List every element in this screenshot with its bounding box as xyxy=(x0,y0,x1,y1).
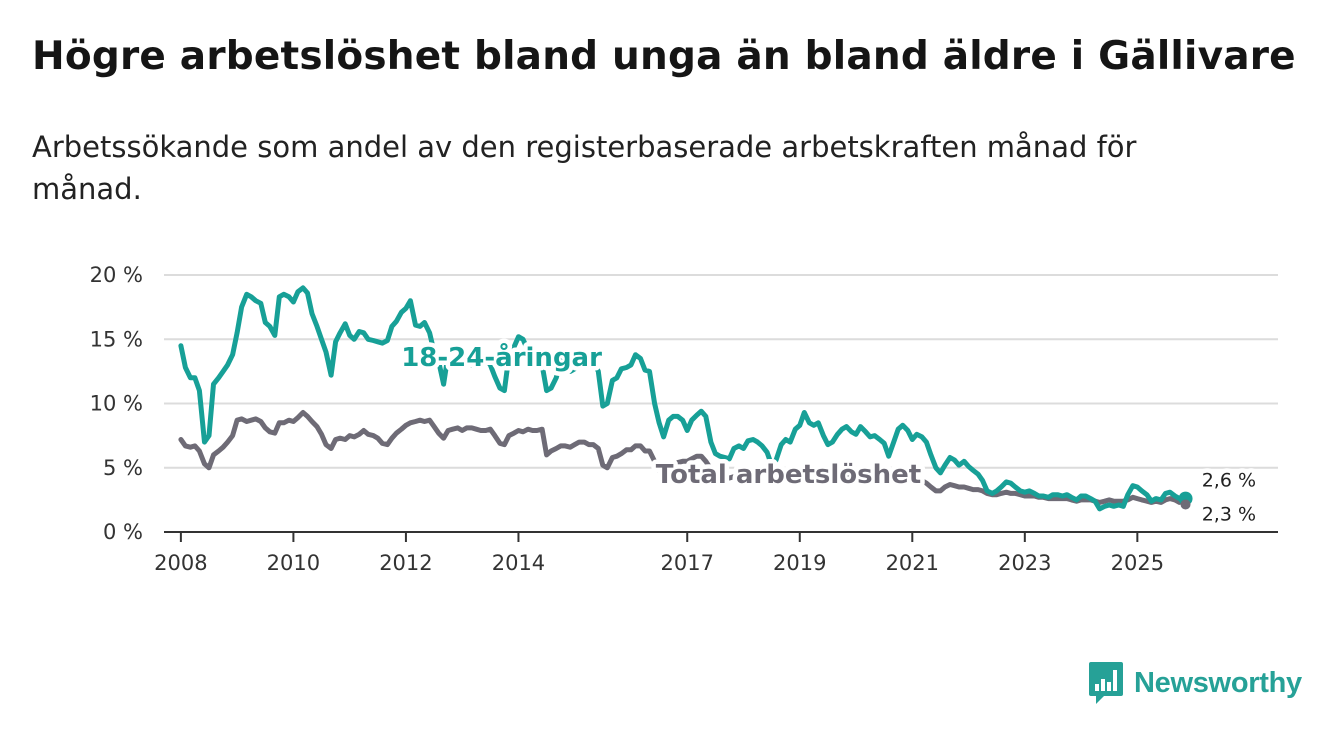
brand-logo: Newsworthy xyxy=(1088,660,1302,706)
chart-subtitle: Arbetssökande som andel av den registerb… xyxy=(32,130,1137,206)
x-tick-label: 2008 xyxy=(154,551,207,575)
x-tick-label: 2023 xyxy=(998,551,1051,575)
x-tick-label: 2017 xyxy=(661,551,714,575)
x-axis-ticks: 2008 2010 2012 2014 2017 2019 2021 2023 2025 xyxy=(154,532,1164,575)
x-tick-label: 2010 xyxy=(267,551,320,575)
y-axis-ticks: 0 % 5 % 10 % 15 % 20 % xyxy=(90,263,143,544)
end-label-youth-halo: 2,6 % xyxy=(1202,470,1256,492)
series-label-total: Total arbetslöshet xyxy=(656,460,921,490)
series-label-youth: 18-24-åringar xyxy=(401,341,602,373)
series-line-youth xyxy=(178,285,1182,512)
brand-name: Newsworthy xyxy=(1134,666,1302,699)
y-tick-label: 15 % xyxy=(90,327,143,351)
series-label-youth-halo: 18-24-åringar xyxy=(401,341,602,373)
series-labels: 2,6 %2,6 %2,3 %2,3 %18-24-åringar18-24-å… xyxy=(397,337,1261,530)
end-marker-total xyxy=(1180,499,1191,510)
x-tick-label: 2012 xyxy=(379,551,432,575)
chart-title: Högre arbetslöshet bland unga än bland ä… xyxy=(32,34,1296,79)
x-tick-label: 2014 xyxy=(492,551,545,575)
y-tick-label: 20 % xyxy=(90,263,143,287)
y-tick-label: 5 % xyxy=(103,456,143,480)
end-label-total: 2,3 % xyxy=(1202,503,1256,525)
series-label-total-halo: Total arbetslöshet xyxy=(656,460,921,490)
series-line-total xyxy=(178,410,1182,505)
newsworthy-logo-icon xyxy=(1089,662,1123,704)
x-tick-label: 2019 xyxy=(773,551,826,575)
end-label-youth: 2,6 % xyxy=(1202,470,1256,492)
end-label-total-halo: 2,3 % xyxy=(1202,503,1256,525)
gridlines xyxy=(164,274,1278,533)
series-lines xyxy=(178,285,1193,512)
y-tick-label: 0 % xyxy=(103,520,143,544)
x-tick-label: 2025 xyxy=(1111,551,1164,575)
y-tick-label: 10 % xyxy=(90,392,143,416)
x-tick-label: 2021 xyxy=(886,551,939,575)
